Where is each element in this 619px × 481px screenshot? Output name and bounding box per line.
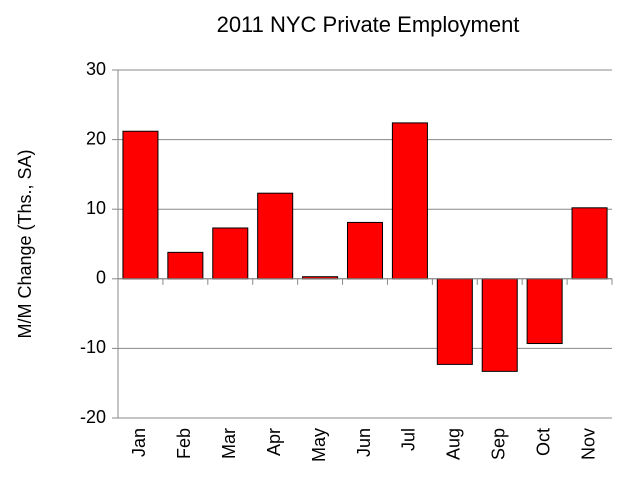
bar — [346, 221, 384, 280]
bar — [167, 251, 204, 280]
bar — [526, 278, 563, 345]
x-tick-label: Aug — [444, 428, 464, 460]
bar — [481, 278, 518, 372]
chart-title: 2011 NYC Private Employment — [217, 12, 520, 37]
bar — [391, 122, 428, 280]
bar — [257, 192, 294, 280]
y-tick-label: 0 — [96, 268, 106, 288]
x-tick-label: Sep — [488, 428, 508, 460]
x-tick-label: Nov — [578, 428, 598, 460]
bar — [212, 227, 249, 280]
bar — [571, 207, 608, 280]
y-tick-label: 30 — [86, 59, 106, 79]
x-tick-label: Mar — [219, 428, 239, 459]
x-tick-label: Oct — [533, 428, 553, 456]
y-axis-label: M/M Change (Ths., SA) — [15, 149, 35, 338]
y-tick-label: -20 — [80, 407, 106, 427]
y-tick-label: 10 — [86, 198, 106, 218]
bar — [436, 278, 473, 365]
y-tick-label: -10 — [80, 337, 106, 357]
y-tick-label: 20 — [86, 128, 106, 148]
x-tick-label: Apr — [264, 428, 284, 456]
x-tick-label: Feb — [174, 428, 194, 459]
x-tick-label: Jul — [399, 428, 419, 451]
x-tick-label: Jan — [129, 428, 149, 457]
x-tick-label: Jun — [354, 428, 374, 457]
x-tick-label: May — [309, 428, 329, 462]
bar — [122, 130, 159, 280]
